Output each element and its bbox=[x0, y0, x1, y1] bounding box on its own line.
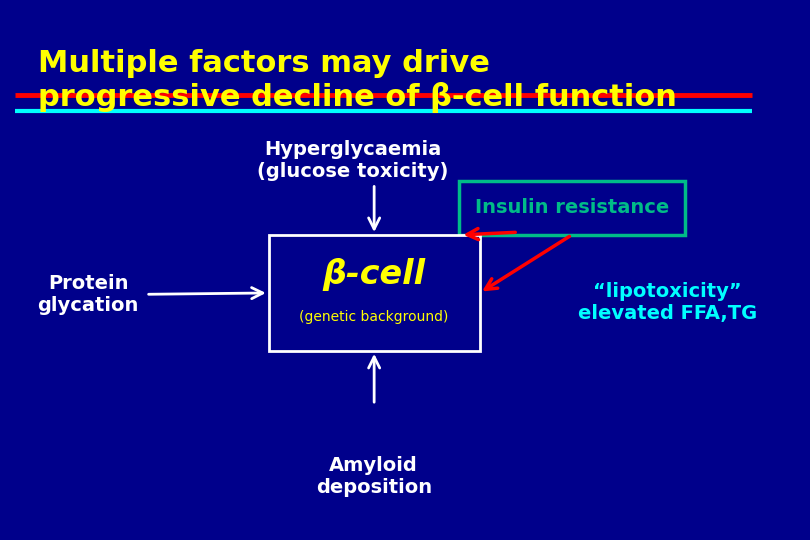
Text: Protein
glycation: Protein glycation bbox=[37, 274, 139, 315]
Text: Hyperglycaemia
(glucose toxicity): Hyperglycaemia (glucose toxicity) bbox=[258, 140, 449, 181]
Text: β-cell: β-cell bbox=[322, 258, 426, 291]
FancyBboxPatch shape bbox=[458, 181, 685, 235]
Text: (genetic background): (genetic background) bbox=[300, 310, 449, 324]
Text: Multiple factors may drive
progressive decline of β-cell function: Multiple factors may drive progressive d… bbox=[38, 49, 677, 113]
Text: Insulin resistance: Insulin resistance bbox=[475, 198, 669, 218]
FancyBboxPatch shape bbox=[269, 235, 480, 351]
Text: Amyloid
deposition: Amyloid deposition bbox=[316, 456, 432, 497]
Text: “lipotoxicity”
elevated FFA,TG: “lipotoxicity” elevated FFA,TG bbox=[578, 282, 757, 323]
